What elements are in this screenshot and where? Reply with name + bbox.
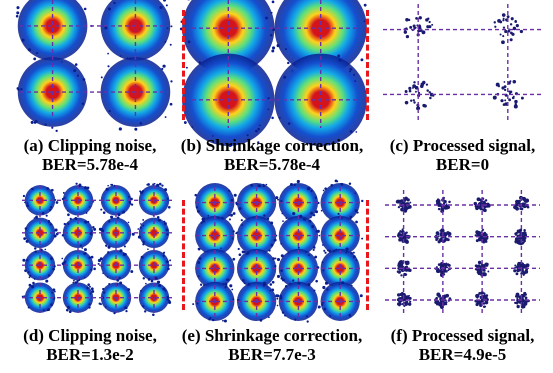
constellation-points bbox=[15, 0, 173, 133]
caption-d: (d) Clipping noise, BER=1.3e-2 bbox=[0, 326, 180, 364]
constellation-point bbox=[493, 13, 524, 45]
separator-line-2 bbox=[366, 10, 369, 120]
panel-b-plot bbox=[179, 0, 368, 152]
constellation-point bbox=[195, 215, 235, 256]
constellation-point bbox=[320, 248, 360, 289]
guide-lines bbox=[385, 190, 540, 315]
constellation-point bbox=[513, 261, 530, 276]
constellation-point bbox=[138, 217, 170, 248]
constellation-points bbox=[395, 195, 530, 309]
constellation-points bbox=[179, 0, 368, 152]
constellation-b bbox=[179, 0, 368, 152]
caption-e-ber: BER=7.7e-3 bbox=[228, 345, 316, 364]
separator-line-1 bbox=[182, 10, 185, 120]
caption-f-ber: BER=4.9e-5 bbox=[418, 345, 507, 364]
constellation-point bbox=[320, 215, 360, 256]
guide-lines bbox=[20, 0, 168, 118]
panel-f-plot bbox=[385, 190, 540, 315]
constellation-point bbox=[404, 80, 435, 111]
constellation-point bbox=[434, 292, 452, 309]
panel-a-plot bbox=[15, 0, 173, 133]
constellation-point bbox=[278, 215, 319, 256]
caption-c-ber: BER=0 bbox=[435, 155, 490, 174]
caption-f: (f) Processed signal, BER=4.9e-5 bbox=[372, 326, 553, 364]
panel-e-plot bbox=[192, 179, 364, 323]
constellation-point bbox=[396, 292, 412, 308]
caption-d-ber: BER=1.3e-2 bbox=[46, 345, 134, 364]
caption-a-label: (a) Clipping noise, bbox=[23, 136, 157, 155]
constellation-d bbox=[21, 182, 172, 317]
constellation-point bbox=[513, 195, 530, 211]
guide-lines bbox=[195, 187, 360, 317]
guide-lines bbox=[192, 0, 357, 128]
guide-lines bbox=[22, 185, 172, 313]
caption-c-label: (c) Processed signal, bbox=[389, 136, 536, 155]
constellation-points bbox=[403, 13, 524, 111]
separator-line-3 bbox=[182, 200, 185, 310]
caption-a: (a) Clipping noise, BER=5.78e-4 bbox=[0, 136, 180, 174]
panel-d-plot bbox=[21, 182, 172, 317]
constellation-c bbox=[383, 4, 543, 120]
caption-e-label: (e) Shrinkage correction, bbox=[181, 326, 363, 345]
caption-b: (b) Shrinkage correction, BER=5.78e-4 bbox=[172, 136, 372, 174]
caption-b-label: (b) Shrinkage correction, bbox=[180, 136, 364, 155]
constellation-point bbox=[473, 197, 491, 213]
caption-b-ber: BER=5.78e-4 bbox=[223, 155, 321, 174]
separator-line-4 bbox=[366, 200, 369, 310]
constellation-point bbox=[236, 248, 277, 289]
constellation-point bbox=[435, 196, 451, 213]
caption-d-label: (d) Clipping noise, bbox=[23, 326, 157, 345]
caption-a-ber: BER=5.78e-4 bbox=[41, 155, 139, 174]
constellation-f bbox=[385, 190, 540, 315]
caption-c: (c) Processed signal, BER=0 bbox=[372, 136, 553, 174]
constellation-e bbox=[192, 179, 364, 323]
caption-e: (e) Shrinkage correction, BER=7.7e-3 bbox=[172, 326, 372, 364]
caption-f-label: (f) Processed signal, bbox=[390, 326, 535, 345]
constellation-point bbox=[396, 228, 411, 244]
constellation-point bbox=[195, 248, 235, 289]
panel-c-plot bbox=[383, 4, 543, 120]
constellation-points bbox=[21, 182, 172, 317]
guide-lines bbox=[383, 4, 543, 120]
constellation-point bbox=[278, 248, 319, 289]
constellation-point bbox=[236, 215, 277, 256]
constellation-a bbox=[15, 0, 173, 133]
